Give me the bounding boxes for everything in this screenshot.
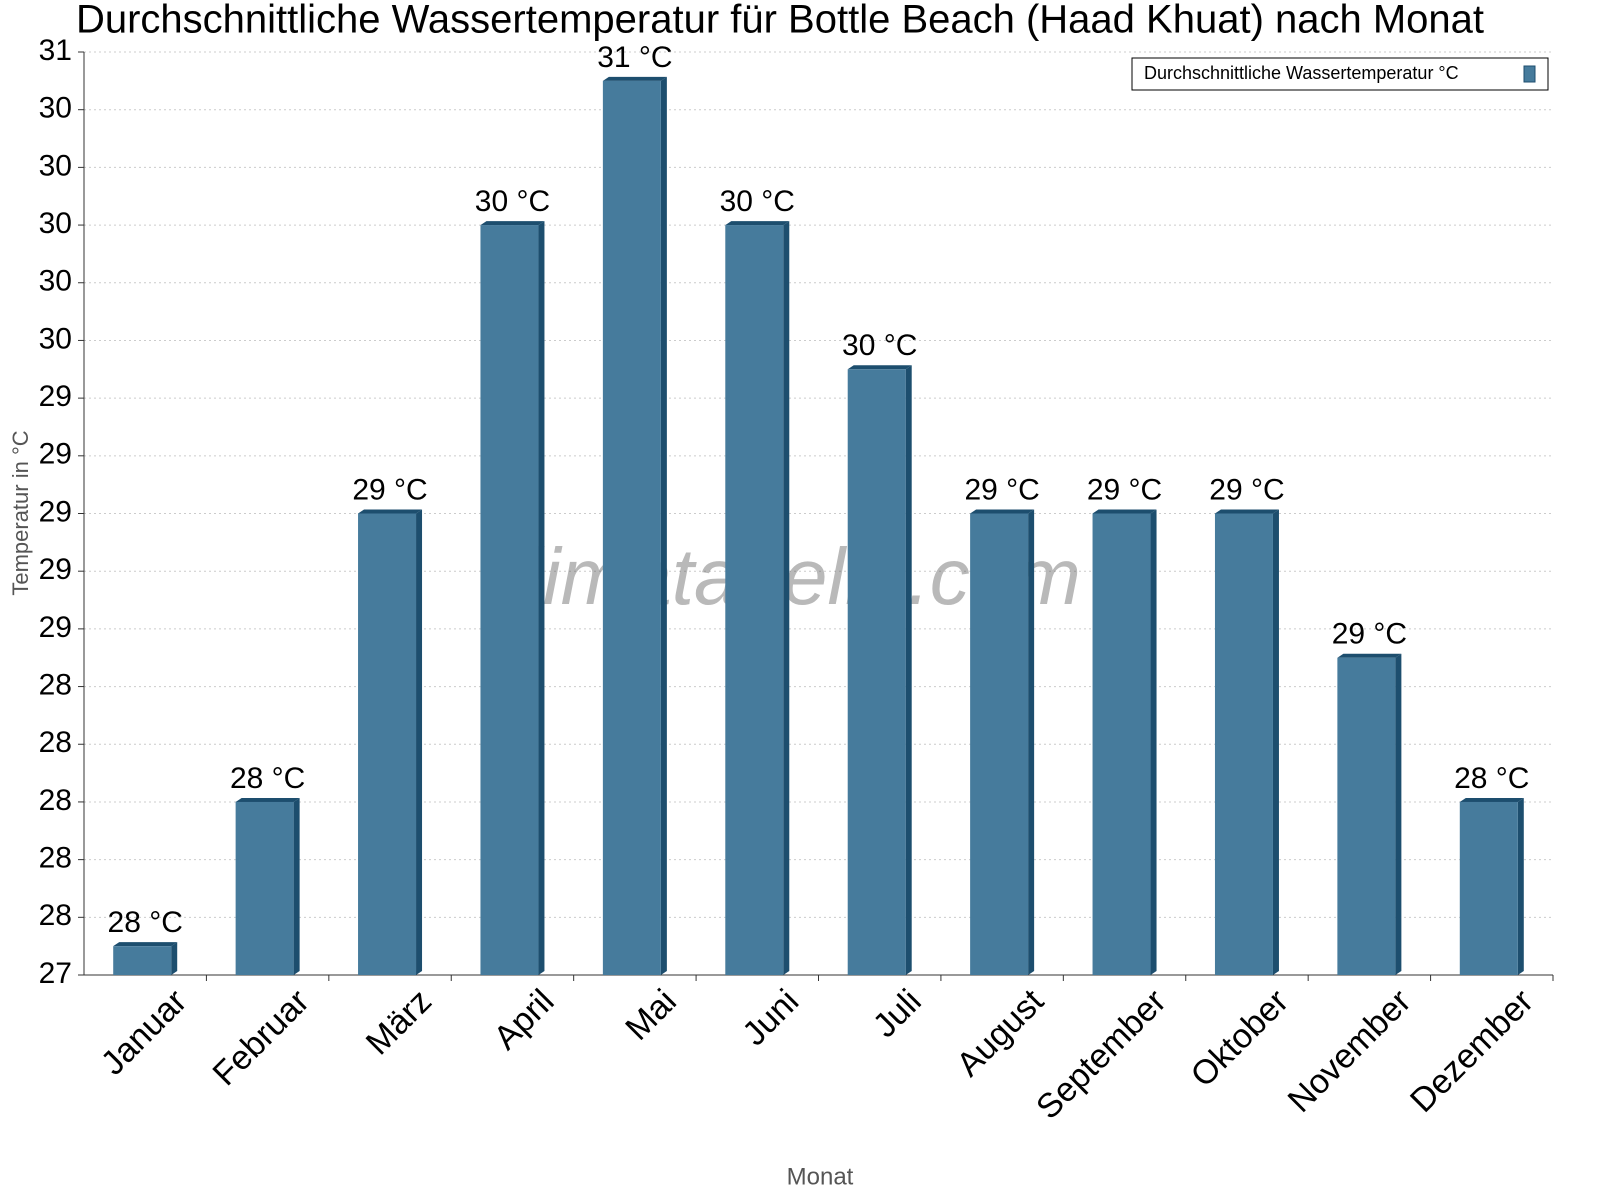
bar-group (602, 76, 667, 975)
bar-side (1517, 797, 1524, 975)
y-tick-label: 29 (39, 553, 72, 586)
bar-top (235, 797, 300, 802)
x-axis-title: Monat (787, 1163, 854, 1190)
y-tick-label: 28 (39, 899, 72, 932)
y-tick-label: 30 (39, 92, 72, 125)
y-tick-label: 29 (39, 380, 72, 413)
value-label: 28 °C (230, 762, 305, 795)
bar (847, 369, 906, 975)
value-label: 28 °C (108, 906, 183, 939)
bar (970, 513, 1029, 975)
bar (480, 225, 539, 975)
bar-side (660, 76, 667, 975)
x-tick-label: Dezember (1403, 982, 1541, 1120)
bar-top (725, 221, 790, 226)
x-tick-label: Februar (206, 982, 317, 1093)
bar (1214, 513, 1273, 975)
bar (602, 80, 661, 975)
legend-label: Durchschnittliche Wassertemperatur °C (1144, 63, 1459, 83)
y-tick-label: 31 (39, 34, 72, 67)
value-label: 29 °C (1087, 473, 1162, 506)
bar-top (1214, 509, 1279, 514)
x-tick-label: März (359, 982, 439, 1062)
bar-group (1092, 509, 1157, 975)
x-tick-label: September (1029, 982, 1173, 1126)
bar-side (416, 509, 423, 975)
bar-top (1337, 653, 1402, 658)
y-tick-label: 30 (39, 265, 72, 298)
bar (235, 801, 294, 975)
value-label: 30 °C (842, 329, 917, 362)
x-tick-label: Mai (618, 982, 684, 1048)
bar (113, 946, 172, 975)
bar-group (1214, 509, 1279, 975)
x-tick-label: Juni (735, 982, 806, 1053)
y-tick-label: 30 (39, 149, 72, 182)
bar (1459, 801, 1518, 975)
bar-side (1395, 653, 1402, 975)
bar-top (358, 509, 423, 514)
value-label: 30 °C (720, 185, 795, 218)
bar-group (235, 797, 300, 975)
y-tick-label: 29 (39, 611, 72, 644)
bar-side (538, 221, 545, 975)
bar-top (113, 942, 178, 947)
y-tick-label: 28 (39, 668, 72, 701)
y-tick-label: 28 (39, 726, 72, 759)
bar-side (293, 797, 300, 975)
legend-box (1131, 57, 1549, 91)
bar-top (602, 76, 667, 81)
bar-group (113, 942, 178, 975)
bar (358, 513, 417, 975)
bar (1337, 657, 1396, 975)
bar-side (1150, 509, 1157, 975)
bar-group (847, 365, 912, 975)
bar-group (358, 509, 423, 975)
value-label: 31 °C (597, 41, 672, 74)
value-label: 29 °C (352, 473, 427, 506)
x-tick-label: April (486, 982, 561, 1057)
x-tick-label: November (1281, 982, 1419, 1120)
y-tick-label: 29 (39, 438, 72, 471)
bar-top (1459, 797, 1524, 802)
bar-group (480, 221, 545, 975)
value-label: 30 °C (475, 185, 550, 218)
bar-top (480, 221, 545, 226)
bar-side (1028, 509, 1035, 975)
y-tick-label: 30 (39, 207, 72, 240)
bar-group (725, 221, 790, 975)
bar-side (1272, 509, 1279, 975)
x-tick-label: August (949, 982, 1051, 1084)
legend-swatch (1523, 65, 1536, 83)
chart-title: Durchschnittliche Wassertemperatur für B… (76, 0, 1484, 42)
value-label: 29 °C (964, 473, 1039, 506)
value-label: 29 °C (1209, 473, 1284, 506)
bar (1092, 513, 1151, 975)
y-tick-label: 29 (39, 495, 72, 528)
bar-group (1459, 797, 1524, 975)
x-tick-label: Juli (866, 982, 929, 1045)
y-axis-title: Temperatur in °C (8, 430, 33, 595)
x-tick-label: Oktober (1184, 982, 1296, 1094)
bar-side (905, 365, 912, 975)
bar (725, 225, 784, 975)
y-tick-label: 27 (39, 957, 72, 990)
value-label: 29 °C (1332, 618, 1407, 651)
bar-top (847, 365, 912, 370)
bar-side (171, 942, 178, 975)
bar-top (1092, 509, 1157, 514)
value-label: 28 °C (1454, 762, 1529, 795)
y-tick-label: 28 (39, 784, 72, 817)
bar-side (783, 221, 790, 975)
bar-group (970, 509, 1035, 975)
bar-group (1337, 653, 1402, 975)
y-tick-label: 28 (39, 842, 72, 875)
legend: Durchschnittliche Wassertemperatur °C (1131, 57, 1549, 91)
x-tick-label: Januar (94, 982, 194, 1082)
bar-top (970, 509, 1035, 514)
y-tick-label: 30 (39, 322, 72, 355)
